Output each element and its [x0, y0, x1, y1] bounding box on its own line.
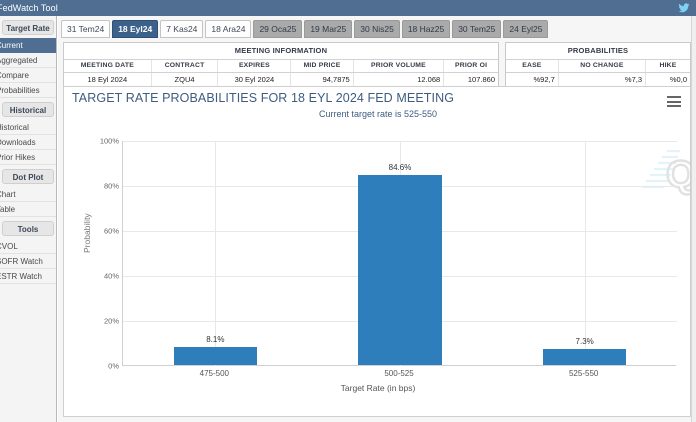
- x-gridline: [584, 141, 586, 366]
- cell-hike: %0,0: [645, 72, 690, 86]
- y-axis-tick: 100%: [99, 136, 119, 146]
- col-contract: CONTRACT: [150, 58, 218, 73]
- cell-meeting-date: 18 Eyl 2024: [87, 74, 128, 84]
- x-axis-tick: 525-550: [568, 369, 599, 378]
- y-axis-label: Probability: [82, 213, 92, 253]
- col-no-change: NO CHANGE: [557, 58, 646, 73]
- main-content: 31 Tem24 18 Eyl24 7 Kas24 18 Ara24 29 Oca25 1…: [58, 16, 696, 422]
- cell-ease: %92,7: [533, 74, 555, 84]
- col-mid-price: MID PRICE: [290, 58, 354, 73]
- sidebar-group-target-rate: Target Rate: [2, 20, 54, 35]
- meeting-date-tabs[interactable]: 31 Tem24 18 Eyl24 7 Kas24 18 Ara24 29 Oca25 1…: [61, 20, 550, 38]
- sidebar-item-historical[interactable]: Historical: [0, 120, 56, 135]
- tab-30-tem25[interactable]: 30 Tem25: [452, 20, 502, 38]
- x-axis-label: Target Rate (in bps): [340, 383, 416, 393]
- chart-title: TARGET RATE PROBABILITIES FOR 18 EYL 202…: [72, 91, 455, 105]
- table-row: %92,7 %7,3 %0,0: [506, 72, 690, 86]
- meeting-information-title: MEETING INFORMATION: [234, 46, 328, 56]
- bar-value-label: 7.3%: [575, 336, 594, 346]
- probabilities-title-row: PROBABILITIES: [506, 43, 690, 59]
- probabilities-table: PROBABILITIES EASE NO CHANGE HIKE %92,7 …: [505, 42, 691, 87]
- tab-30-nis25[interactable]: 30 Nis25: [354, 20, 400, 38]
- x-axis-tick: 475-500: [199, 369, 230, 378]
- hamburger-menu-icon[interactable]: [667, 96, 681, 107]
- sidebar-item-aggregated[interactable]: Aggregated: [0, 53, 56, 68]
- sidebar-group-historical: Historical: [2, 102, 54, 117]
- col-hike: HIKE: [645, 58, 690, 73]
- bar-value-label: 84.6%: [388, 162, 412, 172]
- sidebar-item-current[interactable]: Current: [0, 38, 56, 53]
- meeting-information-header-row: MEETING DATE CONTRACT EXPIRES MID PRICE …: [64, 58, 498, 73]
- y-axis-tick: 0%: [108, 361, 119, 371]
- sidebar-item-probabilities[interactable]: Probabilities: [0, 83, 56, 98]
- x-axis-tick: 500-525: [384, 369, 414, 378]
- col-prior-oi: PRIOR OI: [443, 58, 498, 73]
- sidebar-group-dot-plot: Dot Plot: [2, 169, 54, 184]
- sidebar-item-chart[interactable]: Chart: [0, 187, 56, 202]
- chart-subtitle: Current target rate is 525-550: [318, 109, 438, 119]
- bar-525-550[interactable]: [543, 348, 627, 365]
- tab-24-eyl25[interactable]: 24 Eyl25: [503, 20, 549, 38]
- tab-18-ara24[interactable]: 18 Ara24: [205, 20, 252, 38]
- tab-29-oca25[interactable]: 29 Oca25: [253, 20, 303, 38]
- cell-expires: 30 Eyl 2024: [217, 72, 291, 86]
- sidebar: Target Rate CurrentAggregatedCompareProba…: [0, 16, 57, 422]
- tab-18-eyl24[interactable]: 18 Eyl24: [112, 20, 159, 38]
- y-axis-tick: 60%: [103, 226, 119, 236]
- plot-area: 0% 20% 40% 60% 80% 100% 8.1% 84.6% 7.3%: [100, 137, 677, 371]
- x-gridline: [215, 141, 217, 366]
- tab-18-haz25[interactable]: 18 Haz25: [401, 20, 451, 38]
- col-ease: EASE: [506, 58, 559, 73]
- y-axis-tick: 40%: [103, 271, 119, 281]
- window-title: FedWatch Tool: [0, 3, 58, 13]
- sidebar-item-compare[interactable]: Compare: [0, 68, 56, 83]
- chart-panel: TARGET RATE PROBABILITIES FOR 18 EYL 202…: [63, 86, 696, 417]
- sidebar-item-prior-hikes[interactable]: Prior Hikes: [0, 150, 56, 165]
- cell-prior-volume: 12.068: [352, 72, 444, 86]
- probabilities-header-row: EASE NO CHANGE HIKE: [506, 58, 690, 73]
- y-axis-tick: 20%: [103, 316, 119, 326]
- tab-31-tem24[interactable]: 31 Tem24: [61, 20, 111, 38]
- cell-mid-price: 94,7875: [290, 72, 354, 86]
- page-scrollbar[interactable]: [691, 16, 696, 422]
- probabilities-title: PROBABILITIES: [567, 46, 629, 56]
- col-expires: EXPIRES: [217, 58, 291, 73]
- tab-7-kas24[interactable]: 7 Kas24: [160, 20, 204, 38]
- meeting-information-title-row: MEETING INFORMATION: [64, 43, 498, 59]
- col-meeting-date: MEETING DATE: [64, 58, 152, 73]
- tab-19-mar25[interactable]: 19 Mar25: [304, 20, 353, 38]
- bar-500-525[interactable]: [358, 174, 442, 365]
- sidebar-item-cvol[interactable]: CVOL: [0, 239, 56, 254]
- sidebar-item-table[interactable]: Table: [0, 202, 56, 217]
- window-title-bar: FedWatch Tool: [0, 0, 696, 16]
- sidebar-item-sofr-watch[interactable]: SOFR Watch: [0, 254, 56, 269]
- bar-value-label: 8.1%: [206, 334, 225, 344]
- cell-prior-oi: 107.860: [443, 72, 498, 86]
- cell-contract: ZQU4: [150, 72, 218, 86]
- sidebar-item-downloads[interactable]: Downloads: [0, 135, 56, 150]
- sidebar-group-tools: Tools: [2, 221, 54, 236]
- cell-no-change: %7,3: [557, 72, 646, 86]
- col-prior-volume: PRIOR VOLUME: [352, 58, 444, 73]
- table-row: 18 Eyl 2024 ZQU4 30 Eyl 2024 94,7875 12.…: [64, 72, 498, 86]
- sidebar-item-estr-watch[interactable]: ESTR Watch: [0, 269, 56, 284]
- y-axis-tick: 80%: [103, 181, 119, 191]
- twitter-icon[interactable]: [678, 2, 690, 14]
- bar-475-500[interactable]: [173, 346, 257, 365]
- meeting-information-table: MEETING INFORMATION MEETING DATE CONTRAC…: [63, 42, 499, 87]
